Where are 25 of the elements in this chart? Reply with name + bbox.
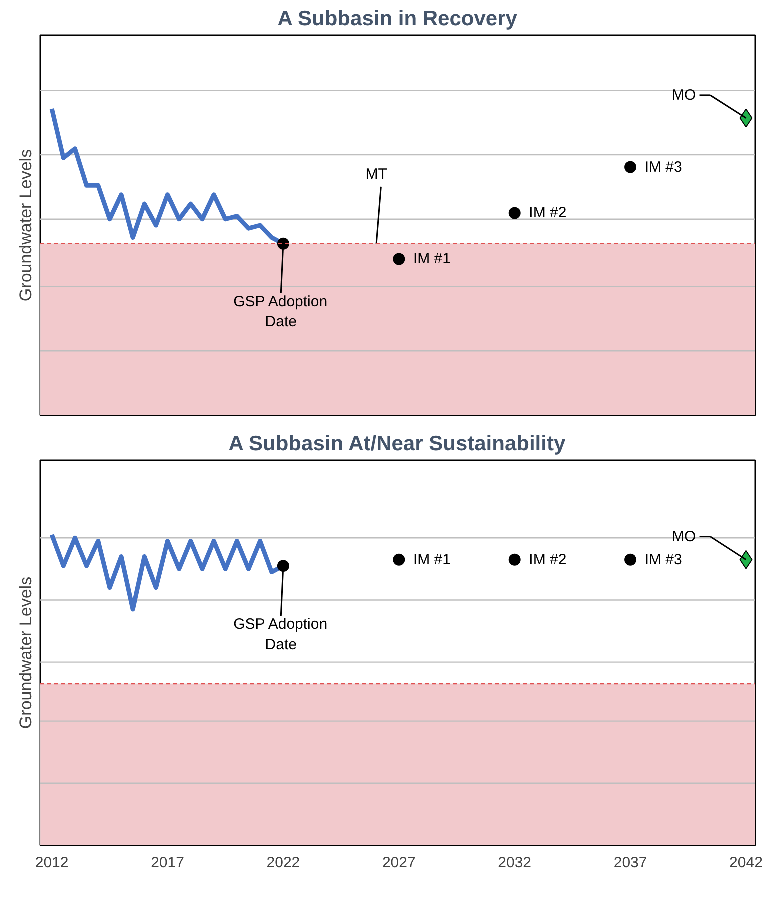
x-tick-label: 2022 bbox=[266, 854, 300, 872]
annotation: IM #1 bbox=[413, 250, 451, 268]
x-tick-label: 2032 bbox=[498, 854, 532, 872]
annotation: MO bbox=[672, 528, 696, 546]
x-tick-label: 2027 bbox=[382, 854, 416, 872]
annotation: IM #2 bbox=[529, 551, 567, 568]
point bbox=[624, 161, 637, 174]
annotation: GSP Adoption Date bbox=[234, 293, 328, 331]
x-tick-label: 2042 bbox=[730, 854, 763, 872]
annotation: IM #2 bbox=[529, 204, 567, 222]
ref-line-label: MT bbox=[366, 166, 388, 184]
y-axis-title: Groundwater Levels bbox=[16, 576, 36, 730]
annotation: IM #1 bbox=[413, 551, 451, 568]
point bbox=[393, 253, 406, 266]
x-tick-label: 2012 bbox=[35, 854, 69, 872]
annotation: GSP Adoption Date bbox=[234, 616, 328, 654]
chart-title: A Subbasin in Recovery bbox=[278, 8, 518, 30]
annotation: IM #3 bbox=[644, 158, 682, 176]
annotation: IM #3 bbox=[644, 551, 682, 568]
annotation: MO bbox=[672, 86, 696, 104]
x-tick-label: 2017 bbox=[151, 854, 184, 872]
x-tick-label: 2037 bbox=[614, 854, 648, 872]
chart-title: A Subbasin At/Near Sustainability bbox=[228, 432, 566, 456]
point bbox=[508, 207, 521, 220]
y-axis-title: Groundwater Levels bbox=[16, 149, 36, 302]
